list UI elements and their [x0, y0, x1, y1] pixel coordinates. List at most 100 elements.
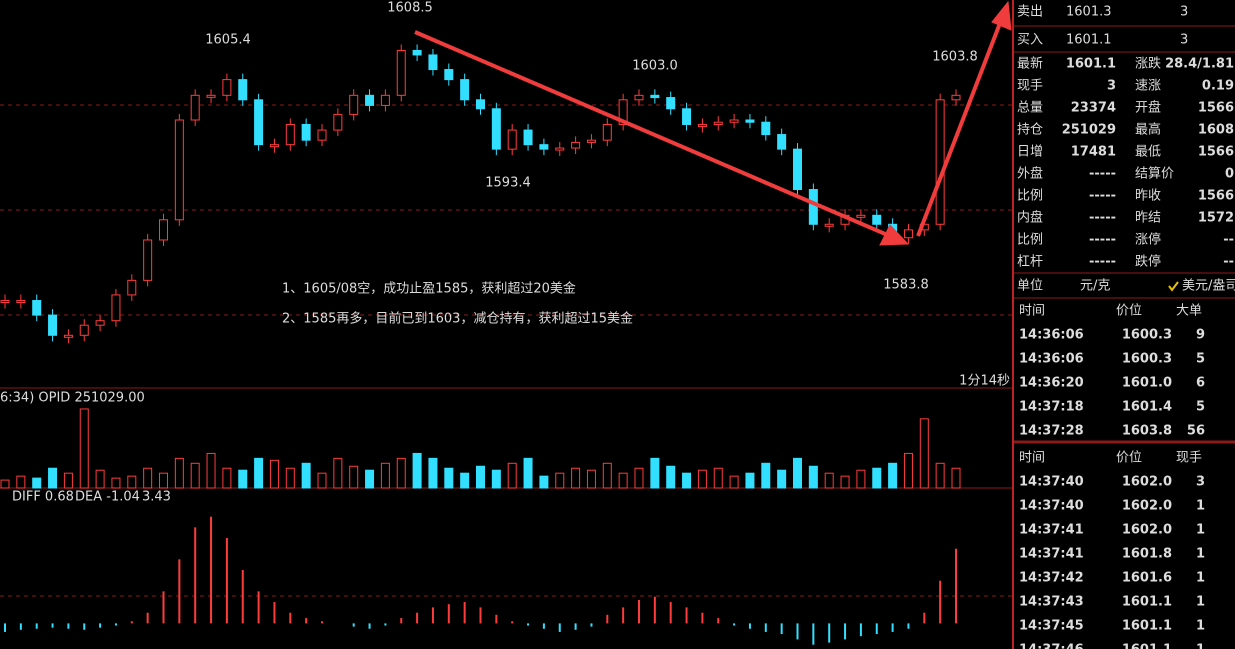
trade-price: 1601.6 [1122, 571, 1172, 586]
volume-bar [713, 467, 723, 489]
macd-bar [558, 623, 561, 632]
quote-field: 总量 [1017, 101, 1043, 116]
trade-time: 14:36:06 [1019, 352, 1084, 367]
price-label: 1608.5 [387, 1, 433, 16]
candle-body [159, 219, 168, 241]
volume-bar [523, 457, 533, 489]
volume-bar [428, 457, 438, 489]
macd-bar [463, 602, 466, 624]
volume-bar [618, 472, 628, 489]
trade-time: 14:37:40 [1019, 499, 1084, 514]
candle-body [238, 79, 248, 101]
macd-bar [368, 623, 371, 629]
macd-bar [416, 612, 419, 624]
macd-bar [844, 623, 847, 640]
macd-bar [51, 623, 54, 628]
trade-time: 14:37:43 [1019, 595, 1084, 610]
macd-bar [146, 612, 149, 624]
macd-bar [19, 623, 22, 630]
volume-bar [650, 457, 660, 489]
volume-bar [586, 469, 596, 489]
quote-field: 日增 [1017, 145, 1043, 160]
macd-bar [479, 607, 482, 624]
candle-body [333, 113, 343, 131]
check-mark [1168, 281, 1179, 292]
trade-time: 14:36:20 [1019, 376, 1084, 391]
volume-bar [380, 462, 390, 489]
volume-bar [301, 462, 311, 489]
macd-bar [923, 612, 926, 624]
macd-bar [891, 623, 894, 632]
quote-value: 1566 [1198, 101, 1234, 116]
trade-size: 3 [1196, 475, 1205, 490]
volume-bar [571, 467, 581, 489]
candle-body [571, 141, 581, 149]
table-header: 现手 [1176, 451, 1202, 466]
volume-bar [127, 475, 137, 489]
candle-body [872, 214, 882, 225]
quote-value: 0 [1225, 167, 1234, 182]
quote-field: 最新 [1017, 56, 1043, 72]
volume-bar [285, 467, 295, 489]
trade-size: 1 [1196, 499, 1205, 514]
candle-body [285, 123, 295, 146]
timer: 1分14秒 [959, 374, 1010, 389]
volume-bar [143, 467, 153, 489]
macd-header: 3.43 [142, 490, 171, 505]
candle-body [16, 300, 26, 304]
trade-price: 1603.8 [1122, 424, 1172, 439]
arrow-head [879, 224, 910, 246]
candle-body [48, 314, 58, 336]
macd-bar [590, 623, 593, 627]
volume-bar [555, 472, 565, 489]
volume-bar [349, 465, 359, 489]
macd-bar [939, 580, 942, 624]
candle-body [317, 129, 327, 141]
quote-price: 1601.1 [1066, 33, 1112, 48]
trade-price: 1601.8 [1122, 547, 1172, 562]
price-label: 1605.4 [205, 33, 251, 48]
macd-bar [257, 591, 260, 624]
macd-bar [748, 623, 751, 629]
macd-bar [431, 607, 434, 624]
volume-bar [761, 462, 771, 489]
quote-value: 0.19 [1202, 79, 1234, 94]
volume-bar [634, 467, 644, 489]
quote-field: 现手 [1017, 79, 1043, 94]
quote-field: 速涨 [1135, 79, 1161, 94]
macd-bar [527, 623, 530, 626]
macd-bar [622, 607, 625, 624]
macd-bar [162, 591, 165, 624]
volume-bar [254, 457, 264, 489]
candle-body [618, 99, 628, 125]
price-label: 1593.4 [485, 176, 531, 191]
quote-field: 外盘 [1017, 166, 1043, 182]
volume-bar [269, 459, 279, 489]
unit-option[interactable]: 美元/盎司 [1182, 279, 1235, 294]
volume-bar [63, 472, 73, 489]
volume-bar [190, 462, 200, 489]
candle-body [428, 54, 438, 71]
candle-body [127, 279, 137, 296]
quote-value: 1572 [1198, 211, 1234, 226]
volume-bar [793, 457, 802, 489]
volume-bar [951, 467, 961, 489]
quote-value: 28.4/1.81 [1165, 57, 1234, 72]
candle-body [697, 123, 707, 127]
arrow [414, 30, 891, 238]
volume-bar [365, 469, 375, 489]
macd-bar [352, 623, 355, 627]
macd-bar [511, 621, 514, 624]
trade-price: 1601.1 [1122, 595, 1172, 610]
candle-body [111, 294, 121, 322]
trade-time: 14:37:42 [1019, 571, 1084, 586]
price-label: 1603.8 [932, 50, 978, 65]
candle-body [602, 123, 612, 141]
candle-body [745, 119, 755, 123]
volume-bar [935, 462, 945, 489]
candle-body [396, 49, 406, 96]
volume-bar [602, 462, 612, 489]
macd-bar [796, 623, 799, 640]
volume-bar [745, 472, 755, 489]
quote-value: ----- [1089, 233, 1116, 248]
